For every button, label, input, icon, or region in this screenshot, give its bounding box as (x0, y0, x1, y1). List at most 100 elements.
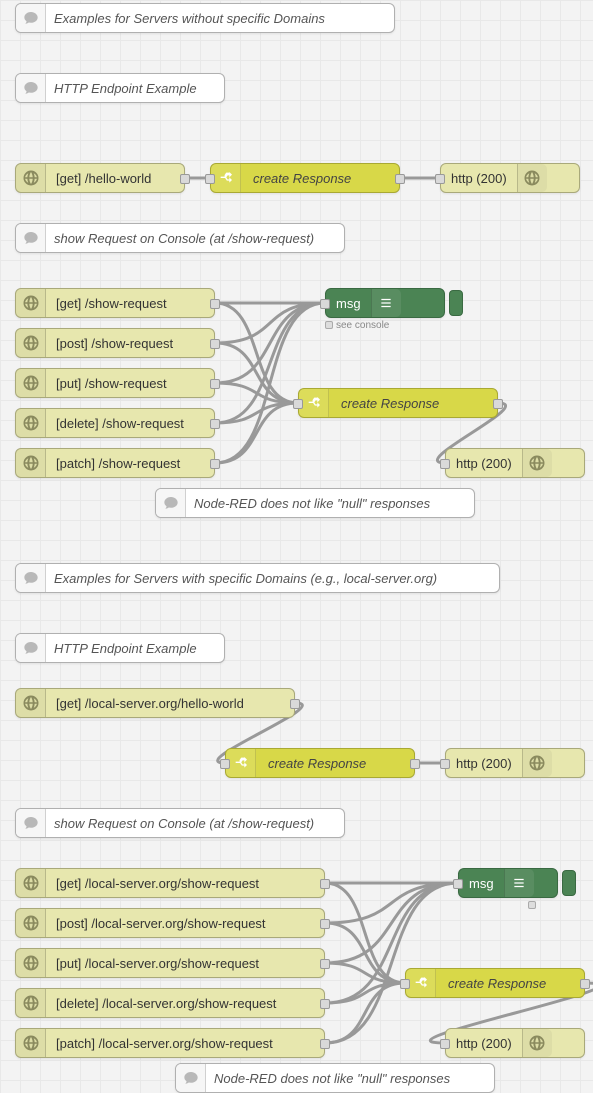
wire[interactable] (325, 883, 405, 983)
wire[interactable] (215, 303, 298, 403)
output-port[interactable] (210, 379, 220, 389)
wire[interactable] (215, 383, 298, 403)
debug-sublabel: see console (325, 320, 389, 331)
wire[interactable] (325, 883, 458, 1043)
wire[interactable] (325, 963, 405, 983)
globe-icon (16, 289, 46, 317)
input-port[interactable] (205, 174, 215, 184)
globe-icon (16, 689, 46, 717)
wire[interactable] (325, 983, 405, 1043)
output-port[interactable] (320, 879, 330, 889)
output-port[interactable] (410, 759, 420, 769)
http-in-node[interactable]: [put] /local-server.org/show-request (15, 948, 325, 978)
comment-label: Node-RED does not like "null" responses (214, 1071, 450, 1086)
globe-icon (522, 1029, 552, 1057)
output-port[interactable] (493, 399, 503, 409)
wire[interactable] (215, 403, 298, 463)
wire[interactable] (325, 923, 405, 983)
http-out-node[interactable]: http (200) (440, 163, 580, 193)
http-in-node[interactable]: [get] /local-server.org/show-request (15, 868, 325, 898)
output-port[interactable] (320, 959, 330, 969)
output-port[interactable] (395, 174, 405, 184)
wire[interactable] (215, 343, 298, 403)
input-port[interactable] (453, 879, 463, 889)
output-port[interactable] (320, 1039, 330, 1049)
wire[interactable] (215, 303, 325, 463)
comment-icon (176, 1064, 206, 1092)
comment-node[interactable]: show Request on Console (at /show-reques… (15, 808, 345, 838)
output-port[interactable] (210, 419, 220, 429)
http-in-node[interactable]: [put] /show-request (15, 368, 215, 398)
globe-icon (16, 1029, 46, 1057)
function-icon (226, 749, 256, 777)
output-port[interactable] (290, 699, 300, 709)
comment-icon (16, 74, 46, 102)
input-port[interactable] (435, 174, 445, 184)
debug-node[interactable]: msg (458, 868, 558, 898)
comment-node[interactable]: HTTP Endpoint Example (15, 73, 225, 103)
input-port[interactable] (440, 1039, 450, 1049)
http-out-node[interactable]: http (200) (445, 748, 585, 778)
output-port[interactable] (210, 459, 220, 469)
wire[interactable] (215, 403, 298, 423)
http-out-node[interactable]: http (200) (445, 448, 585, 478)
wire[interactable] (325, 883, 458, 923)
comment-node[interactable]: Node-RED does not like "null" responses (155, 488, 475, 518)
http-in-node[interactable]: [get] /local-server.org/hello-world (15, 688, 295, 718)
http-in-node[interactable]: [patch] /local-server.org/show-request (15, 1028, 325, 1058)
comment-node[interactable]: HTTP Endpoint Example (15, 633, 225, 663)
input-port[interactable] (320, 299, 330, 309)
http-in-node[interactable]: [patch] /show-request (15, 448, 215, 478)
debug-node[interactable]: msg (325, 288, 445, 318)
comment-node[interactable]: Node-RED does not like "null" responses (175, 1063, 495, 1093)
comment-node[interactable]: Examples for Servers with specific Domai… (15, 563, 500, 593)
input-port[interactable] (400, 979, 410, 989)
function-node[interactable]: create Response (225, 748, 415, 778)
function-node[interactable]: create Response (405, 968, 585, 998)
http-in-label: [post] /show-request (46, 336, 183, 351)
http-in-label: [patch] /local-server.org/show-request (46, 1036, 283, 1051)
input-port[interactable] (440, 459, 450, 469)
wire[interactable] (325, 883, 458, 963)
http-in-node[interactable]: [delete] /show-request (15, 408, 215, 438)
globe-icon (16, 164, 46, 192)
http-in-node[interactable]: [delete] /local-server.org/show-request (15, 988, 325, 1018)
globe-icon (517, 164, 547, 192)
http-in-node[interactable]: [get] /hello-world (15, 163, 185, 193)
function-node[interactable]: create Response (298, 388, 498, 418)
output-port[interactable] (320, 999, 330, 1009)
comment-node[interactable]: Examples for Servers without specific Do… (15, 3, 395, 33)
wire[interactable] (215, 303, 325, 383)
globe-icon (16, 329, 46, 357)
http-in-label: [patch] /show-request (46, 456, 190, 471)
http-in-node[interactable]: [post] /show-request (15, 328, 215, 358)
http-out-node[interactable]: http (200) (445, 1028, 585, 1058)
globe-icon (16, 409, 46, 437)
comment-label: Node-RED does not like "null" responses (194, 496, 430, 511)
comment-label: HTTP Endpoint Example (54, 641, 197, 656)
http-in-label: [post] /local-server.org/show-request (46, 916, 276, 931)
input-port[interactable] (440, 759, 450, 769)
http-in-label: [get] /local-server.org/show-request (46, 876, 269, 891)
wire[interactable] (325, 983, 405, 1003)
http-out-label: http (200) (446, 756, 522, 771)
debug-toggle[interactable] (449, 290, 463, 316)
function-icon (406, 969, 436, 997)
wire[interactable] (215, 303, 325, 343)
comment-node[interactable]: show Request on Console (at /show-reques… (15, 223, 345, 253)
http-in-label: [put] /show-request (46, 376, 177, 391)
http-in-node[interactable]: [get] /show-request (15, 288, 215, 318)
http-in-node[interactable]: [post] /local-server.org/show-request (15, 908, 325, 938)
debug-toggle[interactable] (562, 870, 576, 896)
output-port[interactable] (210, 339, 220, 349)
function-icon (299, 389, 329, 417)
input-port[interactable] (220, 759, 230, 769)
output-port[interactable] (180, 174, 190, 184)
debug-sublabel (528, 900, 539, 911)
output-port[interactable] (320, 919, 330, 929)
comment-label: Examples for Servers without specific Do… (54, 11, 325, 26)
output-port[interactable] (580, 979, 590, 989)
function-node[interactable]: create Response (210, 163, 400, 193)
input-port[interactable] (293, 399, 303, 409)
output-port[interactable] (210, 299, 220, 309)
